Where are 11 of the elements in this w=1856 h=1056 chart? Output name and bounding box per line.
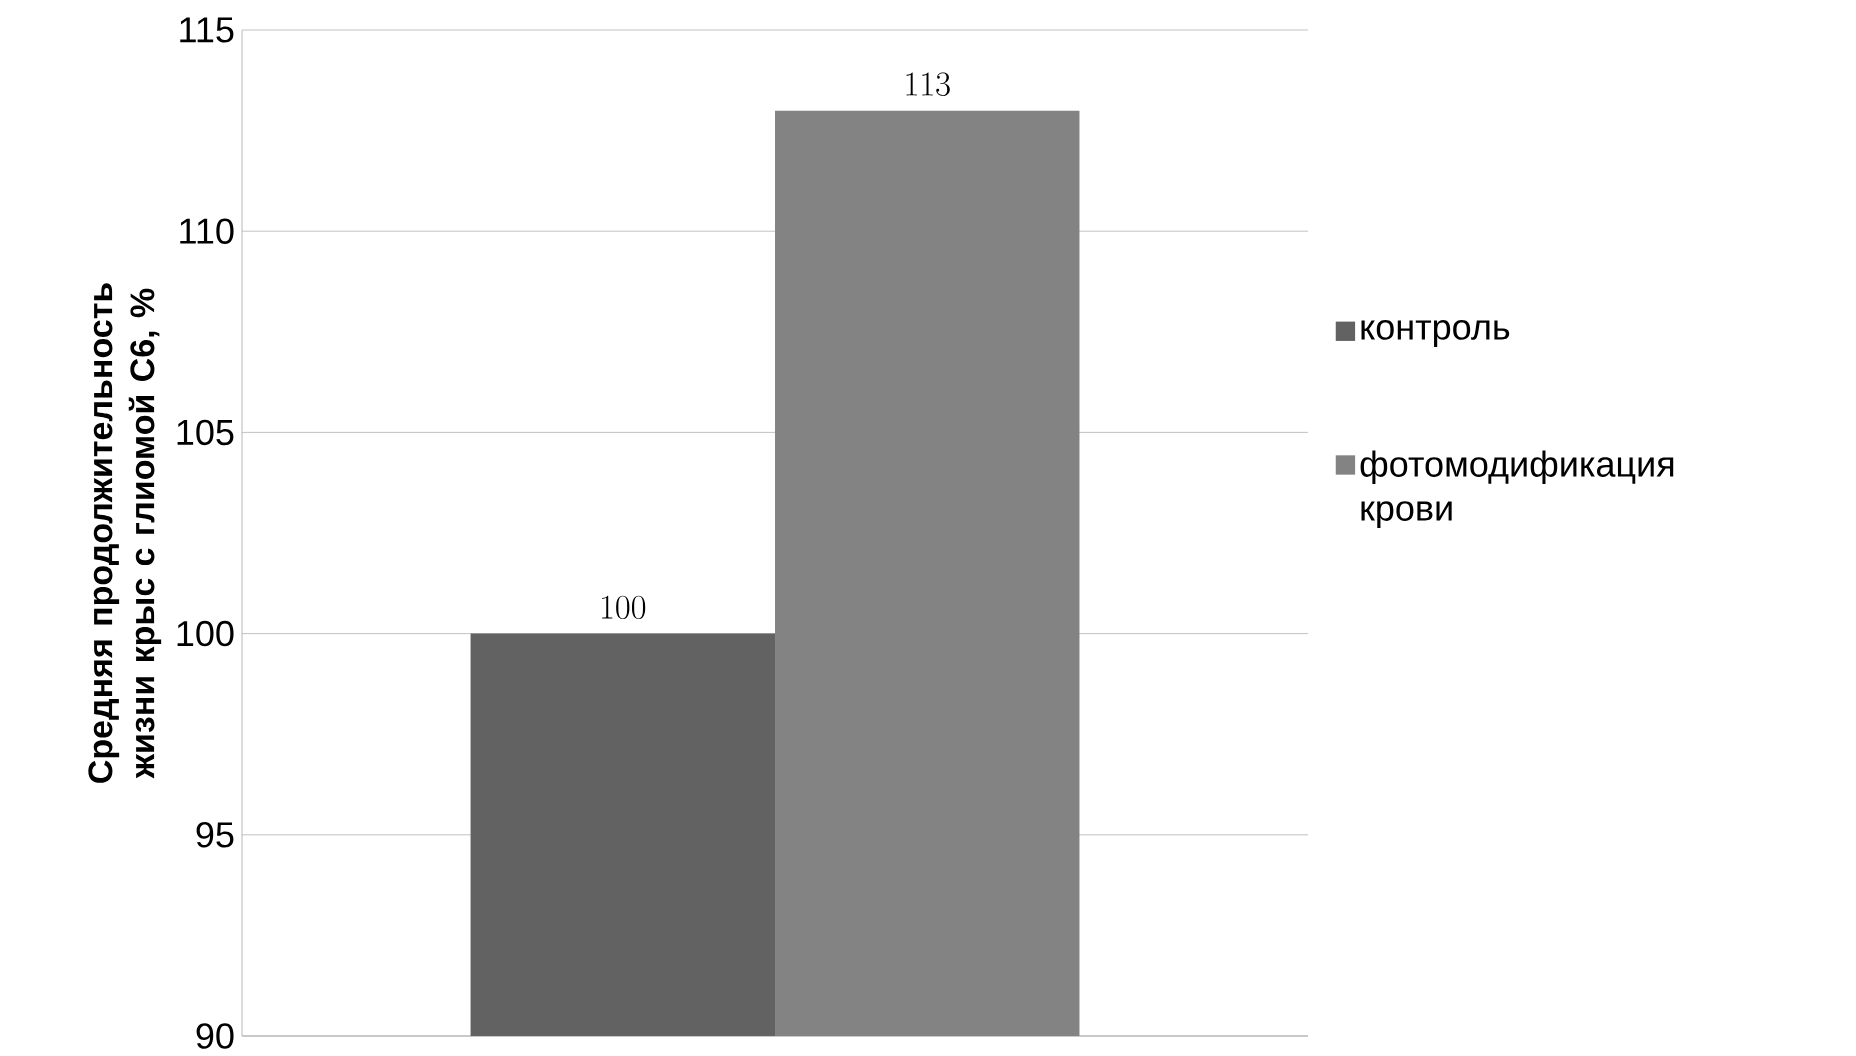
legend-label: контроль — [1361, 320, 1510, 347]
legend-label: фотомодификация крови — [1360, 450, 1674, 528]
y-axis-title: Средняя продолжительность жизни крыс с глиомой С6, % — [88, 283, 162, 783]
data-label: 113 — [906, 72, 950, 96]
y-tick-label: 100 — [177, 620, 234, 647]
data-label: 100 — [602, 595, 646, 620]
y-tick-label: 105 — [177, 419, 234, 446]
y-tick-label: 95 — [196, 822, 234, 848]
y-tick-label: 115 — [180, 17, 234, 43]
y-tick-label: 110 — [180, 218, 234, 244]
y-tick-label: 90 — [196, 1023, 234, 1049]
